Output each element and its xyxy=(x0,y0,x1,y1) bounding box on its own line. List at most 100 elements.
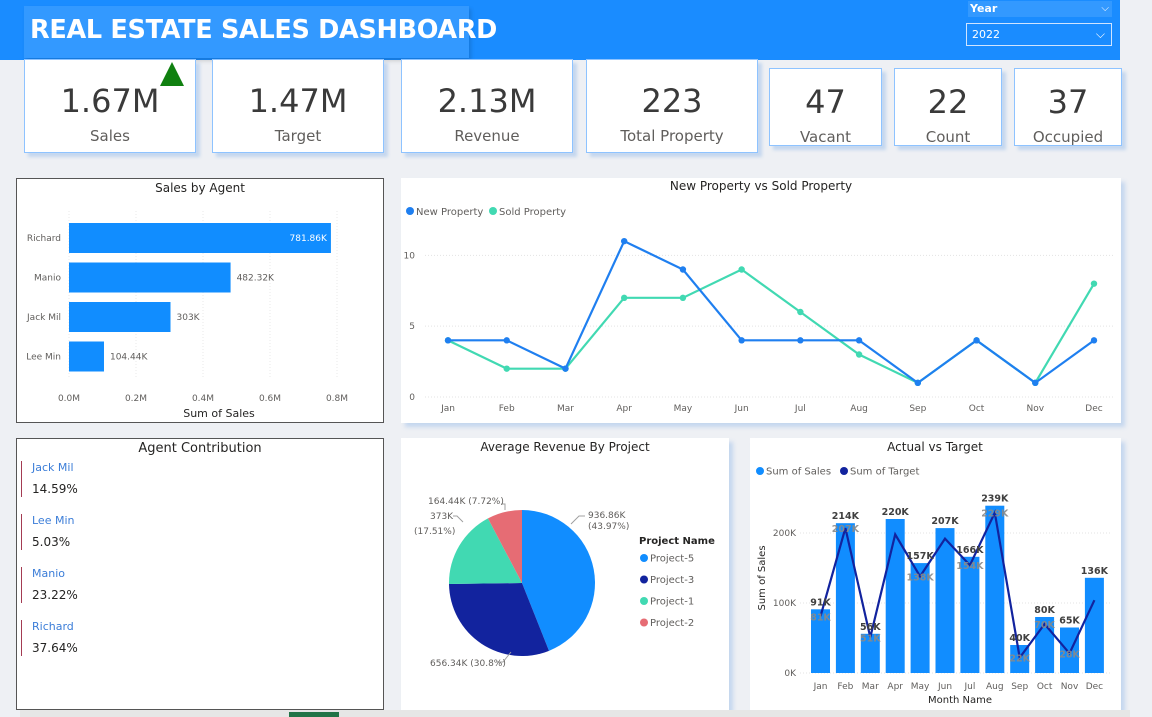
legend-title: Project Name xyxy=(639,536,715,547)
chart-title: Actual vs Target xyxy=(887,440,983,454)
new-vs-sold-chart: New Property vs Sold Property New Propert… xyxy=(404,179,1113,414)
kpi-label: Total Property xyxy=(620,127,724,145)
avg-revenue-panel[interactable]: Average Revenue By Project 936.86K (43.97%… xyxy=(401,438,729,710)
sales-by-agent-chart: Sales by Agent 0.0M 0.2M 0.4M 0.6M 0.8M Sum of… xyxy=(26,181,348,420)
pie-slice xyxy=(449,583,549,656)
kpi-value: 2.13M xyxy=(437,82,537,120)
data-label: 28K xyxy=(1059,649,1080,660)
x-tick-label: Mar xyxy=(862,682,879,692)
kpi-label: Vacant xyxy=(799,128,852,146)
data-point xyxy=(679,266,687,273)
dashboard-title-box: REAL ESTATE SALES DASHBOARD xyxy=(24,6,497,58)
x-tick-label: Feb xyxy=(499,404,515,414)
agent-contribution-title: Agent Contribution xyxy=(138,441,262,456)
year-slicer-label[interactable]: Year ⌵ xyxy=(968,1,1112,17)
contribution-agent-name: Lee Min xyxy=(32,514,75,527)
leader-line xyxy=(453,515,464,523)
data-point xyxy=(679,294,687,302)
agent-contribution-panel[interactable]: Agent Contribution Jack Mil 14.59% Lee M… xyxy=(16,438,384,710)
x-tick-label: Jan xyxy=(813,682,828,692)
x-tick-label: May xyxy=(674,404,693,414)
legend-marker xyxy=(840,467,848,475)
x-tick-label: Jan xyxy=(440,404,455,414)
data-point xyxy=(855,351,863,358)
bottom-scroll-area xyxy=(20,710,1130,717)
chart-title: Sales by Agent xyxy=(155,181,245,195)
x-tick-label: 0.4M xyxy=(192,394,214,404)
bar xyxy=(69,302,171,332)
kpi-card-target: 1.47M Target xyxy=(212,59,384,153)
bar xyxy=(1084,577,1104,673)
data-point xyxy=(620,294,628,302)
legend-label: Sum of Target xyxy=(850,467,919,478)
contribution-value: 23.22% xyxy=(32,588,78,602)
contribution-value: 14.59% xyxy=(32,482,78,496)
legend-marker xyxy=(756,467,764,475)
y-tick-label: 0K xyxy=(784,669,797,679)
data-label: 56K xyxy=(860,622,881,633)
data-point xyxy=(738,266,745,273)
contribution-agent-name: Richard xyxy=(32,620,74,633)
x-tick-label: Oct xyxy=(1037,682,1053,692)
x-axis-label: Sum of Sales xyxy=(183,407,255,420)
legend-marker xyxy=(640,554,648,562)
data-label: 229K xyxy=(981,509,1009,520)
contribution-item[interactable]: Manio 23.22% xyxy=(21,567,78,603)
kpi-card-vacant: 47 Vacant xyxy=(769,68,882,146)
data-label: 65K xyxy=(1059,616,1080,627)
year-dropdown[interactable]: 2022 ⌵ xyxy=(966,23,1112,46)
bar xyxy=(1060,627,1079,673)
data-point xyxy=(444,337,452,344)
data-label: 164.44K (7.72%) xyxy=(428,497,504,507)
x-axis-label: Month Name xyxy=(928,695,992,706)
contribution-item[interactable]: Lee Min 5.03% xyxy=(21,514,75,550)
bar xyxy=(910,563,930,673)
x-tick-label: Aug xyxy=(986,682,1004,692)
contribution-agent-name: Jack Mil xyxy=(32,461,74,474)
bottom-sheet-tab[interactable] xyxy=(289,712,339,717)
x-tick-label: Mar xyxy=(557,404,574,414)
x-tick-label: Dec xyxy=(1085,404,1102,414)
kpi-label: Count xyxy=(925,128,971,146)
x-tick-label: May xyxy=(911,682,930,692)
x-tick-label: Jul xyxy=(963,682,975,692)
data-label: 373K xyxy=(430,512,454,522)
sales-by-agent-panel[interactable]: Sales by Agent 0.0M 0.2M 0.4M 0.6M 0.8M Sum of… xyxy=(16,178,384,423)
y-axis-label: Sum of Sales xyxy=(757,545,768,610)
bar xyxy=(69,262,231,293)
kpi-card-total-property: 223 Total Property xyxy=(586,59,758,153)
leader-line xyxy=(497,651,512,663)
data-label: 138K xyxy=(906,572,934,583)
kpi-card-count: 22 Count xyxy=(894,68,1002,146)
chevron-down-icon: ⌵ xyxy=(1095,27,1105,41)
bar xyxy=(811,609,830,673)
actual-vs-target-panel[interactable]: Actual vs Target Sum of Sales Sum of Targe… xyxy=(750,438,1121,710)
data-point xyxy=(797,337,804,344)
legend-label: Sold Property xyxy=(499,207,566,218)
data-label: 936.86K xyxy=(588,511,626,521)
contribution-item[interactable]: Jack Mil 14.59% xyxy=(21,461,78,497)
bar xyxy=(885,519,905,673)
data-point xyxy=(738,337,745,344)
data-label: 207K xyxy=(832,524,860,535)
x-tick-label: Apr xyxy=(887,682,903,692)
bar xyxy=(960,556,980,673)
x-tick-label: Jun xyxy=(937,682,952,692)
kpi-value: 1.67M xyxy=(60,82,160,120)
x-tick-label: Sep xyxy=(1011,682,1028,692)
new-vs-sold-panel[interactable]: New Property vs Sold Property New Propert… xyxy=(401,178,1121,423)
dashboard-title: REAL ESTATE SALES DASHBOARD xyxy=(30,15,498,45)
data-label: 482.32K xyxy=(237,274,275,284)
data-point xyxy=(973,337,980,344)
avg-revenue-chart: Average Revenue By Project 936.86K(43.97%… xyxy=(414,440,715,669)
legend-label: Project-1 xyxy=(650,597,694,608)
data-label: 214K xyxy=(832,511,860,522)
data-point xyxy=(1090,337,1098,344)
data-label: 81K xyxy=(810,612,831,623)
x-tick-label: Jul xyxy=(794,404,806,414)
contribution-item[interactable]: Richard 37.64% xyxy=(21,620,78,656)
legend-marker xyxy=(640,618,648,627)
x-tick-label: Aug xyxy=(850,404,868,414)
data-point xyxy=(797,308,804,316)
data-point xyxy=(1090,280,1098,287)
